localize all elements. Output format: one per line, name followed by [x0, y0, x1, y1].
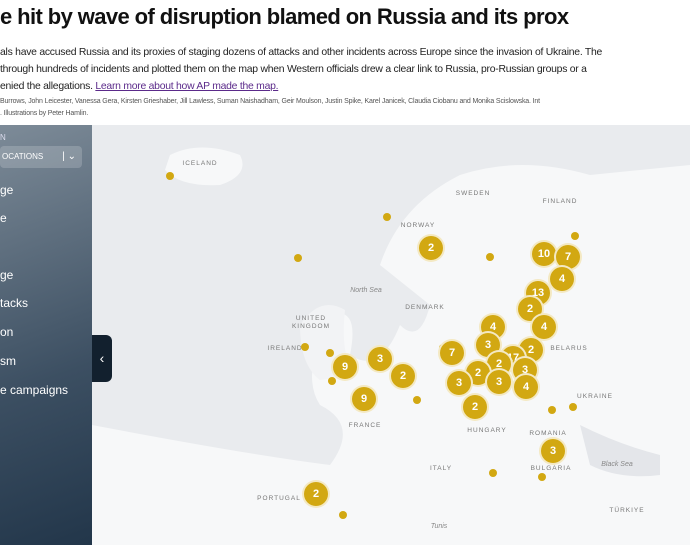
map-place-label: FRANCE: [348, 422, 382, 429]
map-place-label: IRELAND: [267, 345, 303, 352]
credits: Burrows, John Leicester, Vanessa Gera, K…: [0, 96, 690, 120]
chevron-down-icon: | ⌄: [62, 151, 76, 162]
incident-marker[interactable]: [339, 511, 347, 519]
incident-marker[interactable]: [413, 396, 421, 404]
map-place-label: BELARUS: [550, 345, 588, 352]
incident-cluster[interactable]: 2: [461, 393, 489, 421]
sidebar-item[interactable]: ge: [0, 183, 14, 197]
incident-cluster[interactable]: 2: [417, 234, 445, 262]
intro-line-text: enied the allegations.: [0, 81, 96, 92]
incident-marker[interactable]: [383, 213, 391, 221]
incident-marker[interactable]: [489, 469, 497, 477]
sidebar-item[interactable]: ge: [0, 268, 14, 282]
europe-map[interactable]: ICELAND NORWAY SWEDEN FINLAND North Sea DENMA…: [0, 125, 690, 545]
intro-line: als have accused Russia and its proxies …: [0, 47, 603, 58]
incident-marker[interactable]: [301, 343, 309, 351]
location-select[interactable]: OCATIONS | ⌄: [0, 146, 82, 168]
map-place-label: SWEDEN: [455, 190, 491, 197]
incident-marker[interactable]: [166, 172, 174, 180]
incident-cluster[interactable]: 9: [331, 353, 359, 381]
map-place-label: NORWAY: [400, 222, 436, 229]
intro-line: through hundreds of incidents and plotte…: [0, 64, 587, 75]
incident-cluster[interactable]: 3: [485, 368, 513, 396]
map-place-label: BULGARIA: [530, 465, 572, 472]
methodology-link[interactable]: Learn more about how AP made the map.: [95, 81, 279, 92]
map-place-label: Black Sea: [601, 461, 633, 468]
credits-line: Burrows, John Leicester, Vanessa Gera, K…: [0, 98, 540, 105]
incident-marker[interactable]: [328, 377, 336, 385]
map-place-label: Tunis: [430, 523, 448, 530]
filter-label: N: [0, 133, 6, 142]
incident-marker[interactable]: [326, 349, 334, 357]
chevron-left-icon: ‹: [99, 350, 105, 366]
incident-cluster[interactable]: 3: [445, 369, 473, 397]
map-place-label: UNITED: [295, 315, 327, 322]
incident-marker[interactable]: [538, 473, 546, 481]
map-place-label: UKRAINE: [577, 393, 613, 400]
map-place-label: ROMANIA: [529, 430, 567, 437]
intro-text: als have accused Russia and its proxies …: [0, 44, 690, 95]
map-place-label: North Sea: [350, 287, 382, 294]
incident-cluster[interactable]: 2: [302, 480, 330, 508]
sidebar-item[interactable]: e: [0, 211, 7, 225]
incident-cluster[interactable]: 9: [350, 385, 378, 413]
incident-marker[interactable]: [548, 406, 556, 414]
map-place-label: KINGDOM: [291, 323, 331, 330]
collapse-sidebar-button[interactable]: ‹: [92, 335, 112, 382]
sidebar-item[interactable]: e campaigns: [0, 383, 69, 397]
map-place-label: FINLAND: [542, 198, 578, 205]
incident-marker[interactable]: [294, 254, 302, 262]
map-place-label: TÜRKIYE: [609, 507, 645, 514]
incident-cluster[interactable]: 7: [438, 339, 466, 367]
incident-cluster[interactable]: 3: [366, 345, 394, 373]
incident-cluster[interactable]: 3: [539, 437, 567, 465]
incident-cluster[interactable]: 10: [530, 240, 558, 268]
sidebar-item[interactable]: tacks: [0, 296, 29, 310]
map-place-label: HUNGARY: [467, 427, 507, 434]
map-place-label: PORTUGAL: [257, 495, 301, 502]
sidebar-item[interactable]: on: [0, 325, 14, 339]
location-select-value: OCATIONS: [2, 152, 44, 161]
credits-line: . Illustrations by Peter Hamlin.: [0, 110, 89, 117]
map-place-label: ITALY: [429, 465, 453, 472]
incident-marker[interactable]: [486, 253, 494, 261]
page-title: e hit by wave of disruption blamed on Ru…: [0, 4, 569, 29]
incident-cluster[interactable]: 4: [512, 373, 540, 401]
map-place-label: ICELAND: [182, 160, 218, 167]
filter-sidebar: N OCATIONS | ⌄ ge e ge tacks on sm e camp…: [0, 125, 92, 545]
map-place-label: DENMARK: [405, 304, 445, 311]
incident-cluster[interactable]: 4: [548, 265, 576, 293]
incident-marker[interactable]: [571, 232, 579, 240]
sidebar-item[interactable]: sm: [0, 354, 16, 368]
incident-marker[interactable]: [569, 403, 577, 411]
incident-cluster[interactable]: 2: [389, 362, 417, 390]
intro-line: enied the allegations. Learn more about …: [0, 78, 690, 95]
